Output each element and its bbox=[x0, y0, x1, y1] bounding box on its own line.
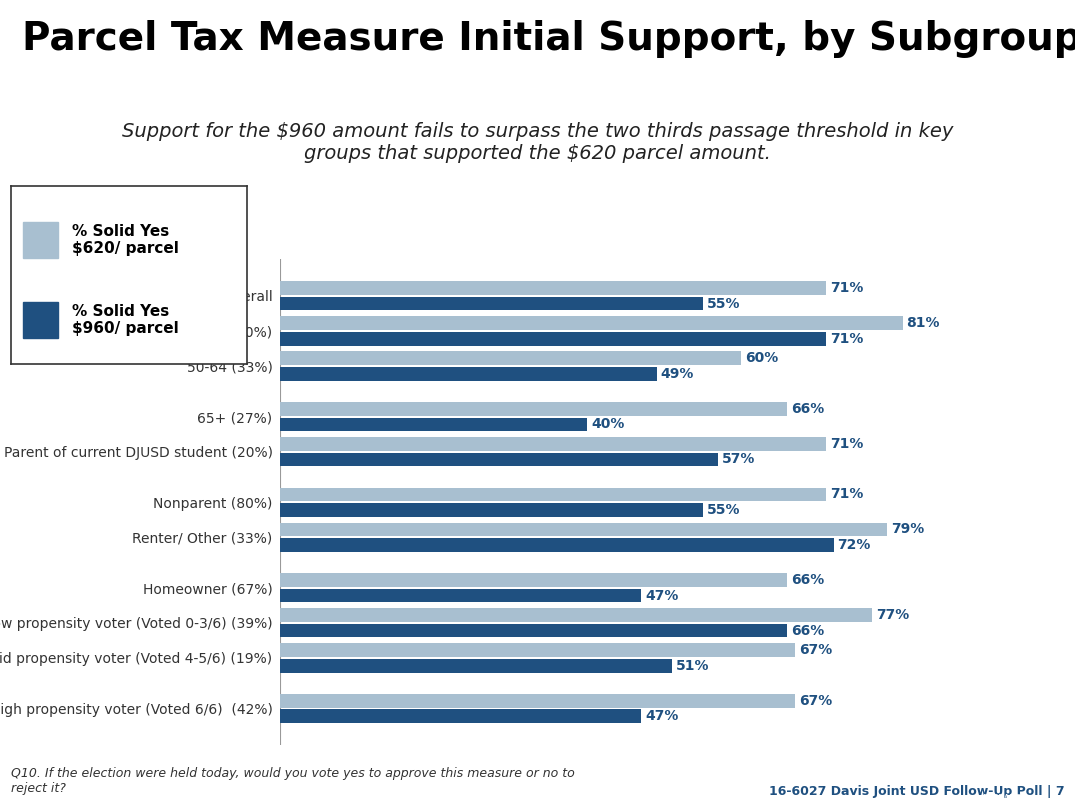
Bar bbox=[280, 710, 641, 723]
Text: 77%: 77% bbox=[876, 608, 909, 622]
Text: 67%: 67% bbox=[799, 643, 832, 657]
Text: 47%: 47% bbox=[645, 589, 678, 603]
Bar bbox=[280, 417, 587, 431]
Bar bbox=[280, 488, 826, 501]
Text: % Solid Yes
$620/ parcel: % Solid Yes $620/ parcel bbox=[72, 224, 180, 256]
Text: % Solid Yes
$960/ parcel: % Solid Yes $960/ parcel bbox=[72, 304, 180, 336]
Bar bbox=[280, 643, 796, 657]
Bar bbox=[280, 573, 787, 587]
Text: RESEARCH: RESEARCH bbox=[983, 794, 1028, 803]
Bar bbox=[280, 332, 826, 346]
Text: Q10. If the election were held today, would you vote yes to approve this measure: Q10. If the election were held today, wo… bbox=[11, 768, 574, 795]
Text: 49%: 49% bbox=[660, 367, 693, 381]
Bar bbox=[280, 589, 641, 603]
Bar bbox=[280, 538, 833, 552]
Text: 71%: 71% bbox=[830, 437, 863, 451]
Bar bbox=[280, 608, 872, 622]
Bar bbox=[280, 522, 887, 536]
Text: Parcel Tax Measure Initial Support, by Subgroup: Parcel Tax Measure Initial Support, by S… bbox=[22, 20, 1075, 58]
Text: EMC: EMC bbox=[984, 768, 1027, 786]
Text: 67%: 67% bbox=[799, 693, 832, 708]
Bar bbox=[280, 503, 703, 517]
Text: 40%: 40% bbox=[591, 417, 625, 432]
Bar bbox=[280, 367, 657, 381]
Text: 55%: 55% bbox=[706, 296, 740, 311]
Bar bbox=[280, 624, 787, 637]
Text: 47%: 47% bbox=[645, 710, 678, 723]
Text: 66%: 66% bbox=[791, 402, 825, 416]
Text: 60%: 60% bbox=[745, 352, 778, 365]
Text: 81%: 81% bbox=[906, 316, 941, 330]
Bar bbox=[280, 317, 903, 330]
FancyBboxPatch shape bbox=[23, 222, 58, 258]
Text: 16-6027 Davis Joint USD Follow-Up Poll | 7: 16-6027 Davis Joint USD Follow-Up Poll |… bbox=[769, 785, 1064, 799]
Text: 66%: 66% bbox=[791, 573, 825, 587]
Text: 71%: 71% bbox=[830, 488, 863, 501]
Text: 51%: 51% bbox=[676, 659, 710, 672]
Bar bbox=[280, 402, 787, 416]
Text: 72%: 72% bbox=[837, 538, 871, 552]
Text: 71%: 71% bbox=[830, 281, 863, 295]
Bar bbox=[280, 296, 703, 310]
FancyBboxPatch shape bbox=[23, 302, 58, 338]
Text: 79%: 79% bbox=[891, 522, 924, 536]
Text: 57%: 57% bbox=[722, 452, 756, 467]
Bar bbox=[280, 659, 672, 672]
Text: 71%: 71% bbox=[830, 332, 863, 346]
Text: 55%: 55% bbox=[706, 503, 740, 517]
Bar bbox=[280, 352, 741, 365]
Text: 66%: 66% bbox=[791, 624, 825, 637]
Bar bbox=[280, 281, 826, 295]
Text: Support for the $960 amount fails to surpass the two thirds passage threshold in: Support for the $960 amount fails to sur… bbox=[121, 122, 954, 163]
Bar bbox=[280, 694, 796, 708]
Bar bbox=[280, 437, 826, 450]
Bar bbox=[280, 453, 718, 467]
